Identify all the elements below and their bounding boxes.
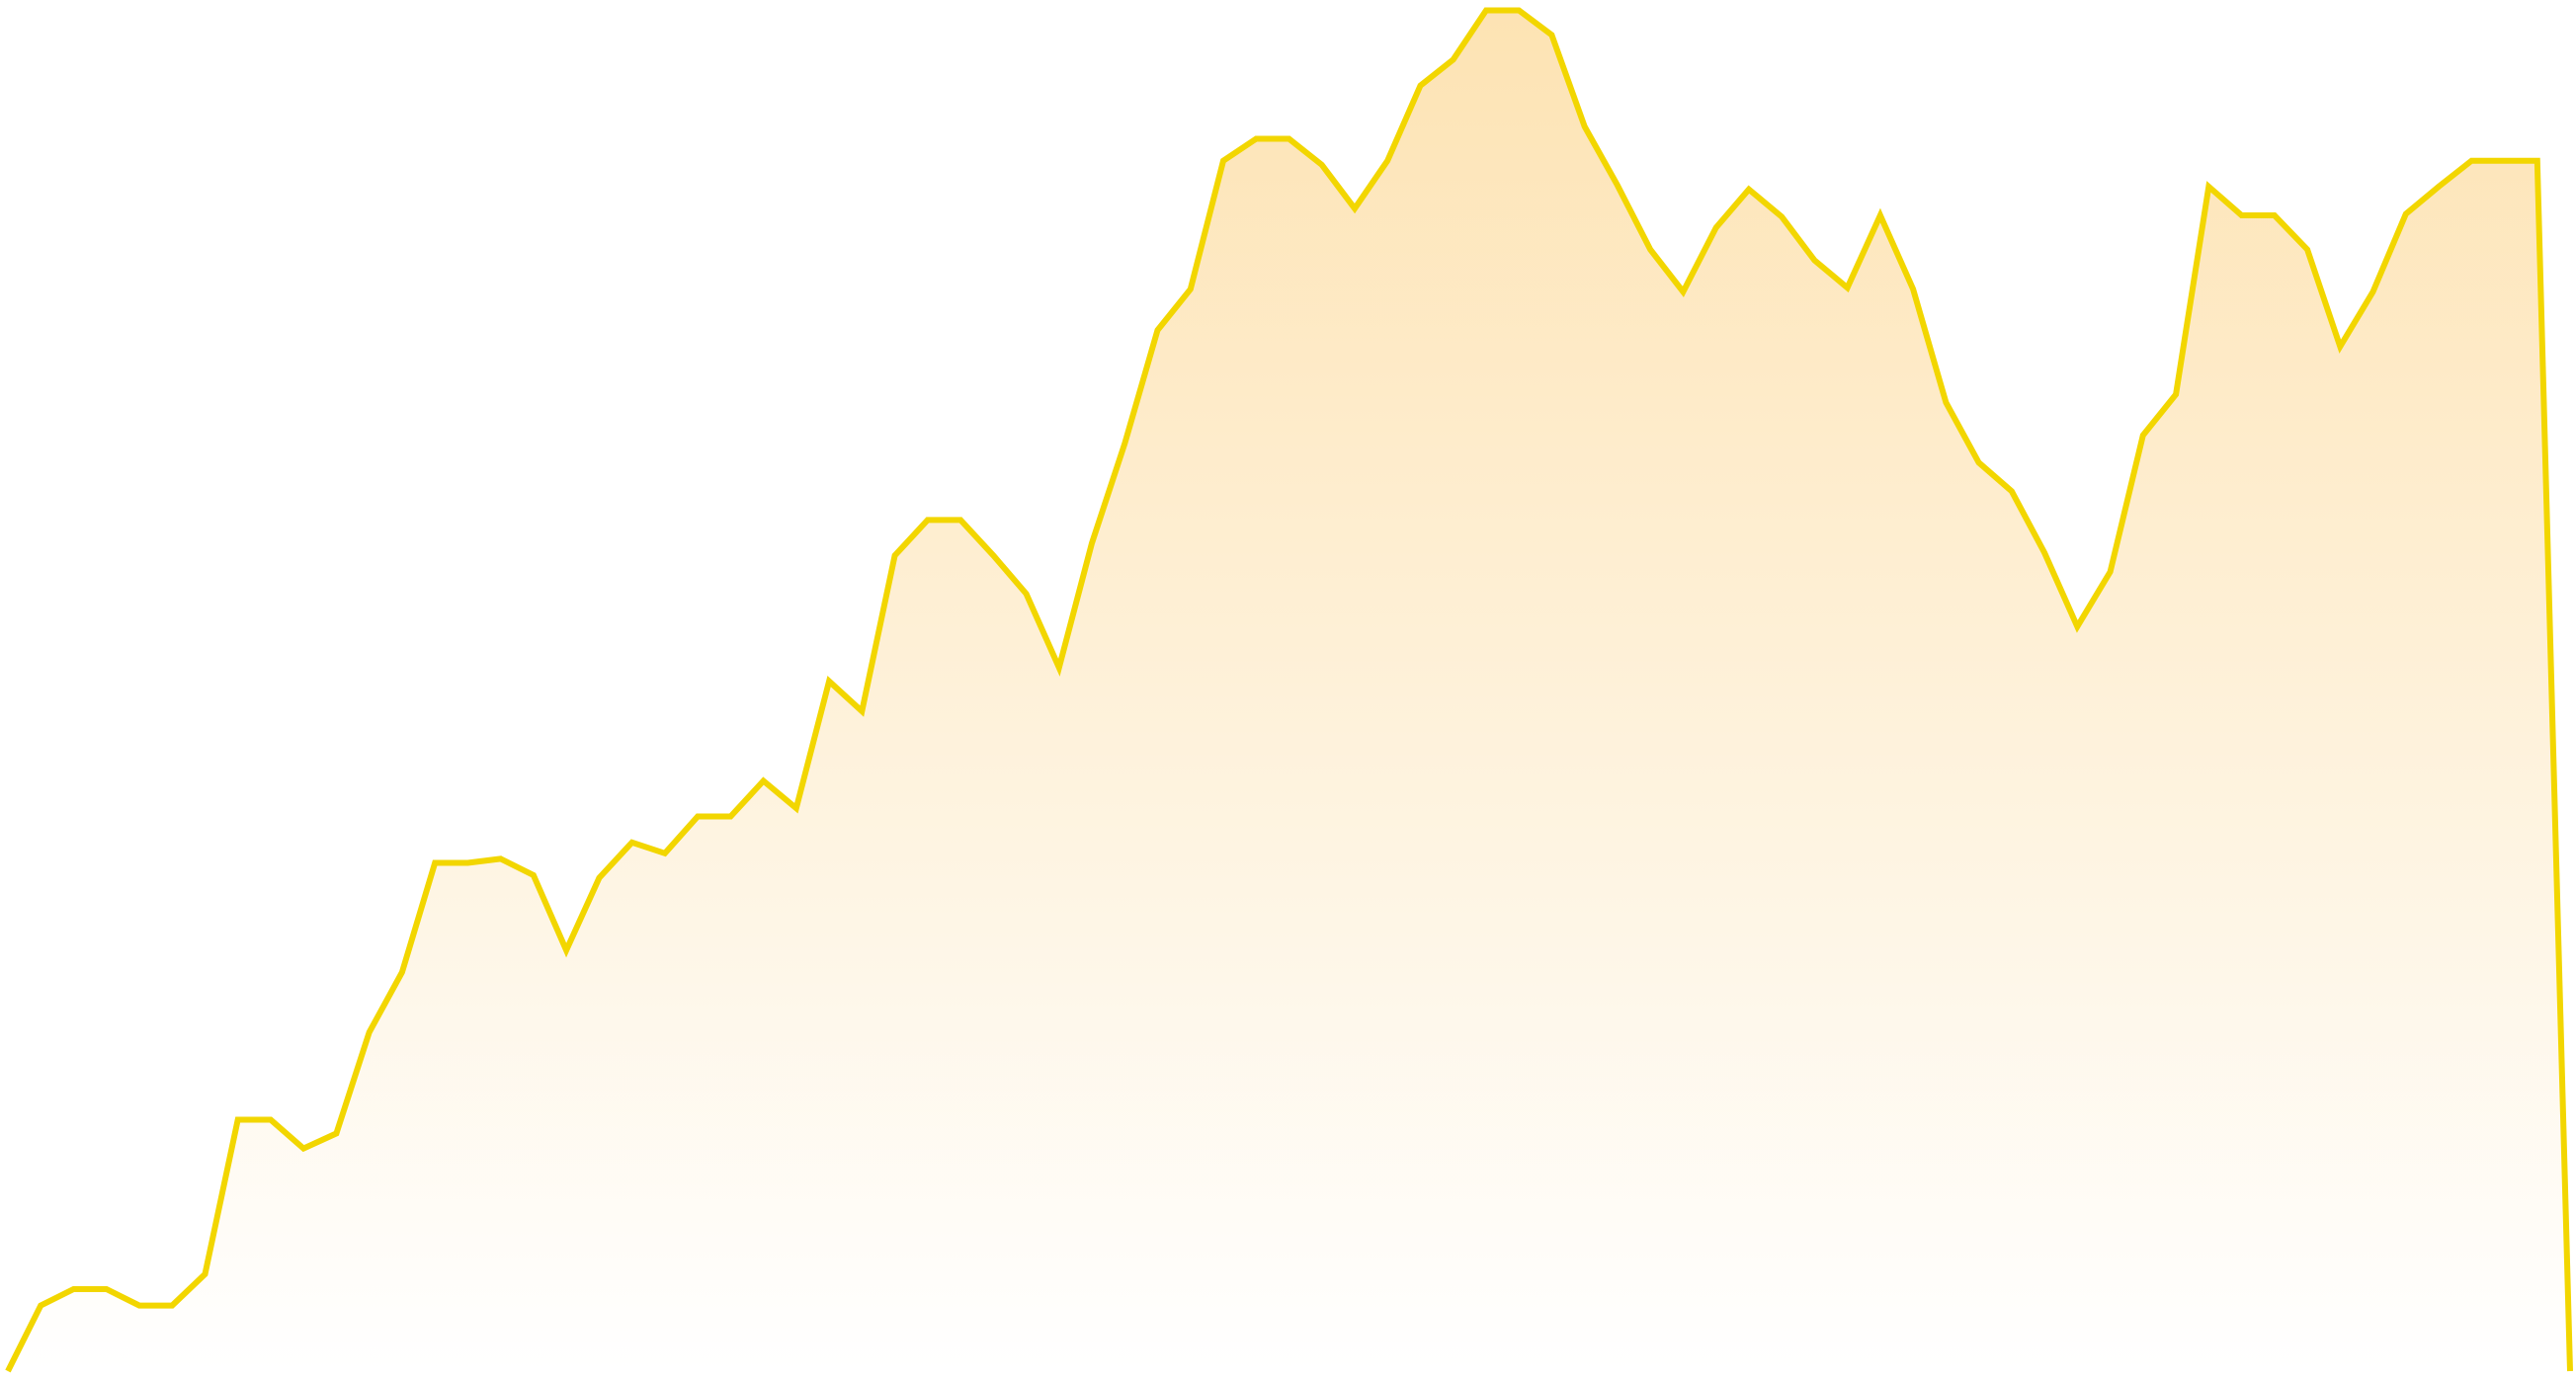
series-area-fill: [8, 10, 2570, 1371]
series-line: [5, 7, 2573, 1373]
